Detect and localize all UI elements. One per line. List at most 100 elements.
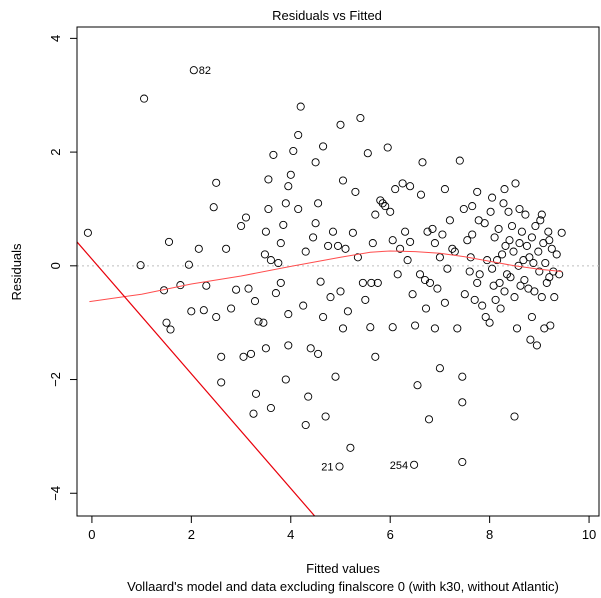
chart-title: Residuals vs Fitted [272, 8, 382, 23]
data-point [264, 204, 273, 214]
data-point [276, 239, 285, 248]
data-point [510, 412, 519, 421]
data-point [542, 278, 551, 287]
data-point [475, 270, 484, 279]
smooth-trend-line [89, 250, 562, 303]
data-point [368, 239, 377, 248]
data-point [403, 256, 412, 265]
data-point [416, 190, 426, 199]
data-point-labeled [189, 66, 198, 75]
data-point [274, 258, 283, 268]
plot-frame [76, 26, 600, 517]
data-point [276, 278, 285, 287]
data-point [212, 178, 221, 187]
data-point [314, 349, 323, 358]
y-axis: −4 −2 0 2 4 [48, 35, 78, 501]
data-point [284, 310, 293, 319]
x-tick-label: 4 [287, 527, 294, 542]
data-point [314, 199, 323, 208]
y-tick-label: −4 [48, 486, 63, 501]
data-point [458, 372, 467, 381]
data-point [338, 324, 348, 333]
data-point [140, 94, 149, 103]
data-point [358, 278, 367, 287]
data-point [458, 457, 467, 467]
data-point [356, 113, 365, 123]
data-point [488, 193, 497, 202]
data-point [473, 278, 482, 287]
plot-area: 82 21 254 [76, 26, 600, 517]
data-point [311, 158, 320, 167]
data-point [324, 241, 333, 250]
data-point [488, 264, 497, 273]
data-point [500, 185, 509, 194]
data-point [537, 293, 546, 302]
data-point [166, 325, 175, 334]
data-point [333, 241, 343, 250]
points-layer [83, 66, 566, 471]
point-label: 254 [390, 460, 408, 472]
data-point [510, 293, 519, 302]
data-point [547, 244, 556, 253]
data-point [136, 261, 145, 270]
data-point [239, 352, 248, 361]
data-point [430, 239, 439, 248]
data-point [241, 213, 251, 222]
data-point [501, 241, 510, 250]
data-point [424, 415, 434, 424]
data-point [388, 236, 397, 245]
data-point [328, 227, 338, 236]
data-point [294, 130, 303, 140]
data-point [209, 203, 218, 212]
data-point [232, 285, 241, 294]
data-point [316, 277, 325, 286]
data-point [371, 352, 380, 361]
data-point [408, 290, 417, 299]
data-point [266, 256, 275, 265]
data-point [531, 221, 540, 231]
data-point [443, 264, 452, 273]
data-point [507, 221, 517, 231]
data-point [367, 278, 376, 287]
data-point [366, 323, 375, 332]
data-point [401, 227, 410, 236]
data-point [468, 230, 477, 239]
data-point [378, 199, 387, 208]
data-point [222, 244, 231, 253]
data-point [260, 250, 269, 259]
data-point [527, 312, 536, 322]
data-point [301, 247, 310, 256]
data-point [187, 307, 196, 316]
data-point [261, 344, 270, 353]
data-point [458, 398, 467, 407]
data-point [468, 202, 477, 211]
data-point [500, 287, 509, 296]
data-point [530, 287, 539, 296]
data-point [435, 253, 444, 262]
data-point [478, 301, 487, 310]
data-point [341, 244, 350, 253]
data-point [545, 273, 554, 282]
data-point [388, 323, 397, 332]
data-point [309, 233, 318, 242]
data-point [321, 412, 330, 421]
data-point [420, 275, 430, 285]
data-point [495, 278, 504, 287]
data-point [418, 158, 427, 167]
data-point [550, 293, 559, 302]
data-point [552, 250, 561, 259]
data-point [534, 247, 543, 256]
data-point [331, 372, 340, 381]
data-point [373, 278, 382, 287]
data-point [544, 227, 553, 236]
data-point [455, 156, 464, 165]
data-point [336, 120, 345, 129]
data-point [506, 273, 515, 282]
x-axis-label: Fitted values [306, 561, 380, 576]
data-point [511, 179, 520, 188]
x-axis: 0 2 4 6 8 10 [88, 515, 596, 542]
data-point [269, 150, 278, 159]
data-point [485, 318, 494, 327]
data-point [306, 344, 315, 353]
